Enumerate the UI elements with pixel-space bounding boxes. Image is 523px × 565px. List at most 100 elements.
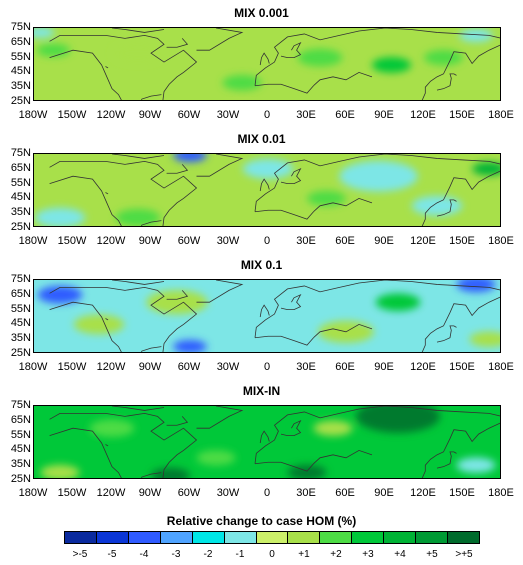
coastline — [436, 451, 457, 469]
coastline — [49, 427, 122, 478]
coastline — [313, 449, 373, 465]
lon-label: 120W — [96, 235, 126, 247]
lon-label: 60W — [177, 235, 201, 247]
lon-label: 120E — [410, 235, 436, 247]
lon-label: 180W — [18, 109, 48, 121]
colorbar-cell — [224, 532, 257, 543]
colorbar-label: -3 — [171, 549, 181, 560]
coastline — [280, 293, 302, 311]
anomaly-region — [37, 286, 83, 304]
anomaly-region — [40, 464, 80, 478]
coastline — [259, 178, 270, 192]
coastline — [111, 28, 165, 33]
coastline — [111, 154, 165, 159]
lat-label: 75N — [10, 399, 31, 411]
colorbar-label: -1 — [235, 549, 245, 560]
lat-label: 55N — [10, 176, 31, 189]
anomaly-region — [73, 314, 125, 335]
coastline — [421, 44, 500, 100]
lat-label: 65N — [10, 161, 31, 174]
coastline — [254, 406, 500, 464]
coastline — [259, 430, 270, 444]
lat-label: 45N — [10, 317, 31, 330]
lon-label: 180W — [18, 235, 48, 247]
anomaly-region — [34, 28, 55, 38]
panel-title: MIX-IN — [242, 384, 281, 398]
lon-label: 90W — [138, 487, 162, 499]
coastline — [196, 280, 244, 303]
lon-label: 150W — [57, 109, 87, 121]
coastline — [49, 34, 198, 100]
colorbar-cell — [256, 532, 289, 543]
map-svg — [34, 406, 500, 478]
anomaly-region — [196, 450, 236, 466]
lon-label: 120W — [96, 361, 126, 373]
lon-label: 180W — [18, 361, 48, 373]
map-panel — [33, 405, 501, 479]
coastline — [166, 290, 189, 300]
lon-label: 90E — [374, 361, 394, 373]
lat-label: 35N — [10, 458, 31, 471]
lon-label: 60E — [335, 109, 355, 121]
colorbar-label: +2 — [330, 549, 342, 560]
coastline — [436, 325, 457, 343]
coastline — [313, 197, 373, 213]
anomaly-region — [242, 158, 294, 179]
lat-label: 65N — [10, 413, 31, 426]
panel-title: MIX 0.1 — [240, 258, 283, 272]
coastline — [421, 170, 500, 226]
lon-label: 90W — [138, 361, 162, 373]
lon-label: 150E — [449, 109, 475, 121]
coastline — [196, 28, 244, 51]
coastline — [196, 406, 244, 429]
anomaly-region — [146, 290, 208, 315]
map-panel — [33, 279, 501, 353]
anomaly-region — [306, 190, 347, 207]
colorbar-cell — [65, 532, 97, 543]
lon-label: 90E — [374, 109, 394, 121]
lon-label: 120W — [96, 109, 126, 121]
anomaly-region — [459, 28, 493, 42]
coastline — [259, 52, 270, 66]
lat-label: 45N — [10, 65, 31, 78]
coastline — [254, 209, 314, 220]
coastline — [196, 154, 244, 177]
colorbar-cell — [352, 532, 385, 543]
lon-label: 60W — [177, 361, 201, 373]
lon-label: 30W — [216, 235, 240, 247]
lon-label: 150W — [57, 235, 87, 247]
lon-label: 30W — [216, 109, 240, 121]
coastline — [49, 175, 122, 226]
colorbar-label: +1 — [298, 549, 310, 560]
lon-label: 120E — [410, 361, 436, 373]
coastline — [254, 28, 500, 86]
lon-label: 60W — [177, 487, 201, 499]
anomaly-region — [150, 467, 191, 478]
anomaly-region — [297, 48, 343, 67]
coastline — [105, 66, 109, 69]
lon-label: 0 — [263, 361, 271, 373]
map-svg — [34, 280, 500, 352]
lon-label: 30W — [216, 487, 240, 499]
lat-label: 65N — [10, 287, 31, 300]
coastline — [421, 422, 500, 478]
coastline — [313, 71, 373, 87]
anomaly-region — [34, 207, 86, 226]
colorbar-cell — [192, 532, 225, 543]
lon-label: 30W — [216, 361, 240, 373]
anomaly-region — [375, 293, 421, 311]
colorbar-label: >+5 — [455, 549, 473, 560]
lon-label: 120E — [410, 487, 436, 499]
lat-label: 45N — [10, 191, 31, 204]
lat-label: 55N — [10, 428, 31, 441]
coastline — [49, 412, 198, 478]
anomaly-region — [339, 160, 418, 192]
colorbar-cell — [448, 532, 479, 543]
coastline — [254, 83, 314, 94]
lon-label: 90W — [138, 109, 162, 121]
lon-label: 90W — [138, 235, 162, 247]
lon-label: 150E — [449, 361, 475, 373]
colorbar-cell — [96, 532, 129, 543]
colorbar-label: +3 — [362, 549, 374, 560]
coastline — [254, 280, 500, 338]
